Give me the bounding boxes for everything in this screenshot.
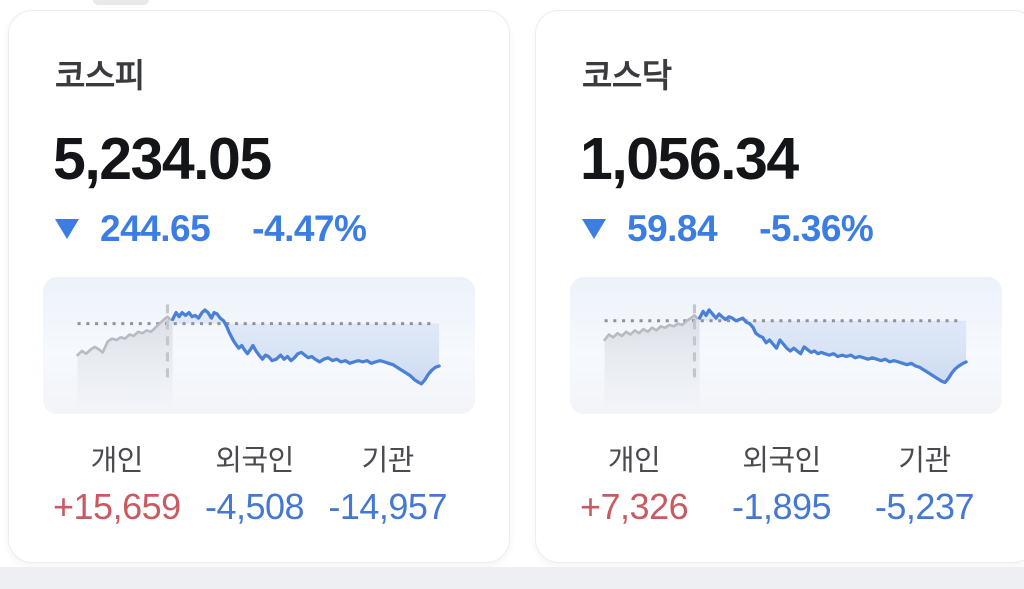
investor-value: -1,895 <box>731 486 832 527</box>
intraday-sparkline <box>43 277 475 414</box>
investor-value: +7,326 <box>580 486 689 527</box>
index-change-row: 244.65 -4.47% <box>55 210 509 247</box>
intraday-sparkline-svg <box>43 277 475 414</box>
index-card-kospi[interactable]: 코스피 5,234.05 244.65 -4.47% 개인 +15,659 외국… <box>8 10 510 563</box>
index-change-row: 59.84 -5.36% <box>582 210 1024 247</box>
index-price: 1,056.34 <box>580 126 799 192</box>
investor-value: -4,508 <box>204 486 305 527</box>
investor-label: 개인 <box>90 445 144 477</box>
investor-col-individual: 개인 +7,326 <box>580 445 689 527</box>
investor-col-individual: 개인 +15,659 <box>53 447 181 525</box>
index-name: 코스피 <box>55 57 145 94</box>
investor-label: 외국인 <box>742 445 821 477</box>
investor-label: 개인 <box>607 445 661 477</box>
index-name: 코스닥 <box>582 57 672 94</box>
investor-col-institution: 기관 -14,957 <box>328 447 447 525</box>
down-triangle-icon <box>582 218 606 239</box>
investor-label: 기관 <box>361 445 414 477</box>
investor-label: 기관 <box>898 445 951 477</box>
change-percent: -5.36% <box>759 208 874 249</box>
index-card-kosdaq[interactable]: 코스닥 1,056.34 59.84 -5.36% 개인 +7,326 외국인 … <box>535 10 1024 563</box>
intraday-sparkline-svg <box>570 277 1002 414</box>
down-triangle-icon <box>55 218 79 239</box>
index-price: 5,234.05 <box>53 126 272 192</box>
change-value: 59.84 <box>627 208 718 249</box>
investor-flows: 개인 +7,326 외국인 -1,895 기관 -5,237 <box>536 447 1024 525</box>
investor-value: +15,659 <box>53 486 181 527</box>
change-percent: -4.47% <box>252 208 367 249</box>
investor-value: -5,237 <box>874 486 975 527</box>
investor-label: 외국인 <box>215 445 294 477</box>
investor-col-foreign: 외국인 -4,508 <box>204 445 305 527</box>
investor-col-foreign: 외국인 -1,895 <box>731 445 832 527</box>
intraday-sparkline <box>570 277 1002 414</box>
investor-flows: 개인 +15,659 외국인 -4,508 기관 -14,957 <box>9 447 509 525</box>
top-scroll-remnant <box>93 0 149 5</box>
investor-value: -14,957 <box>328 486 447 527</box>
investor-col-institution: 기관 -5,237 <box>874 445 975 527</box>
change-value: 244.65 <box>100 208 211 249</box>
section-divider <box>0 567 1024 589</box>
